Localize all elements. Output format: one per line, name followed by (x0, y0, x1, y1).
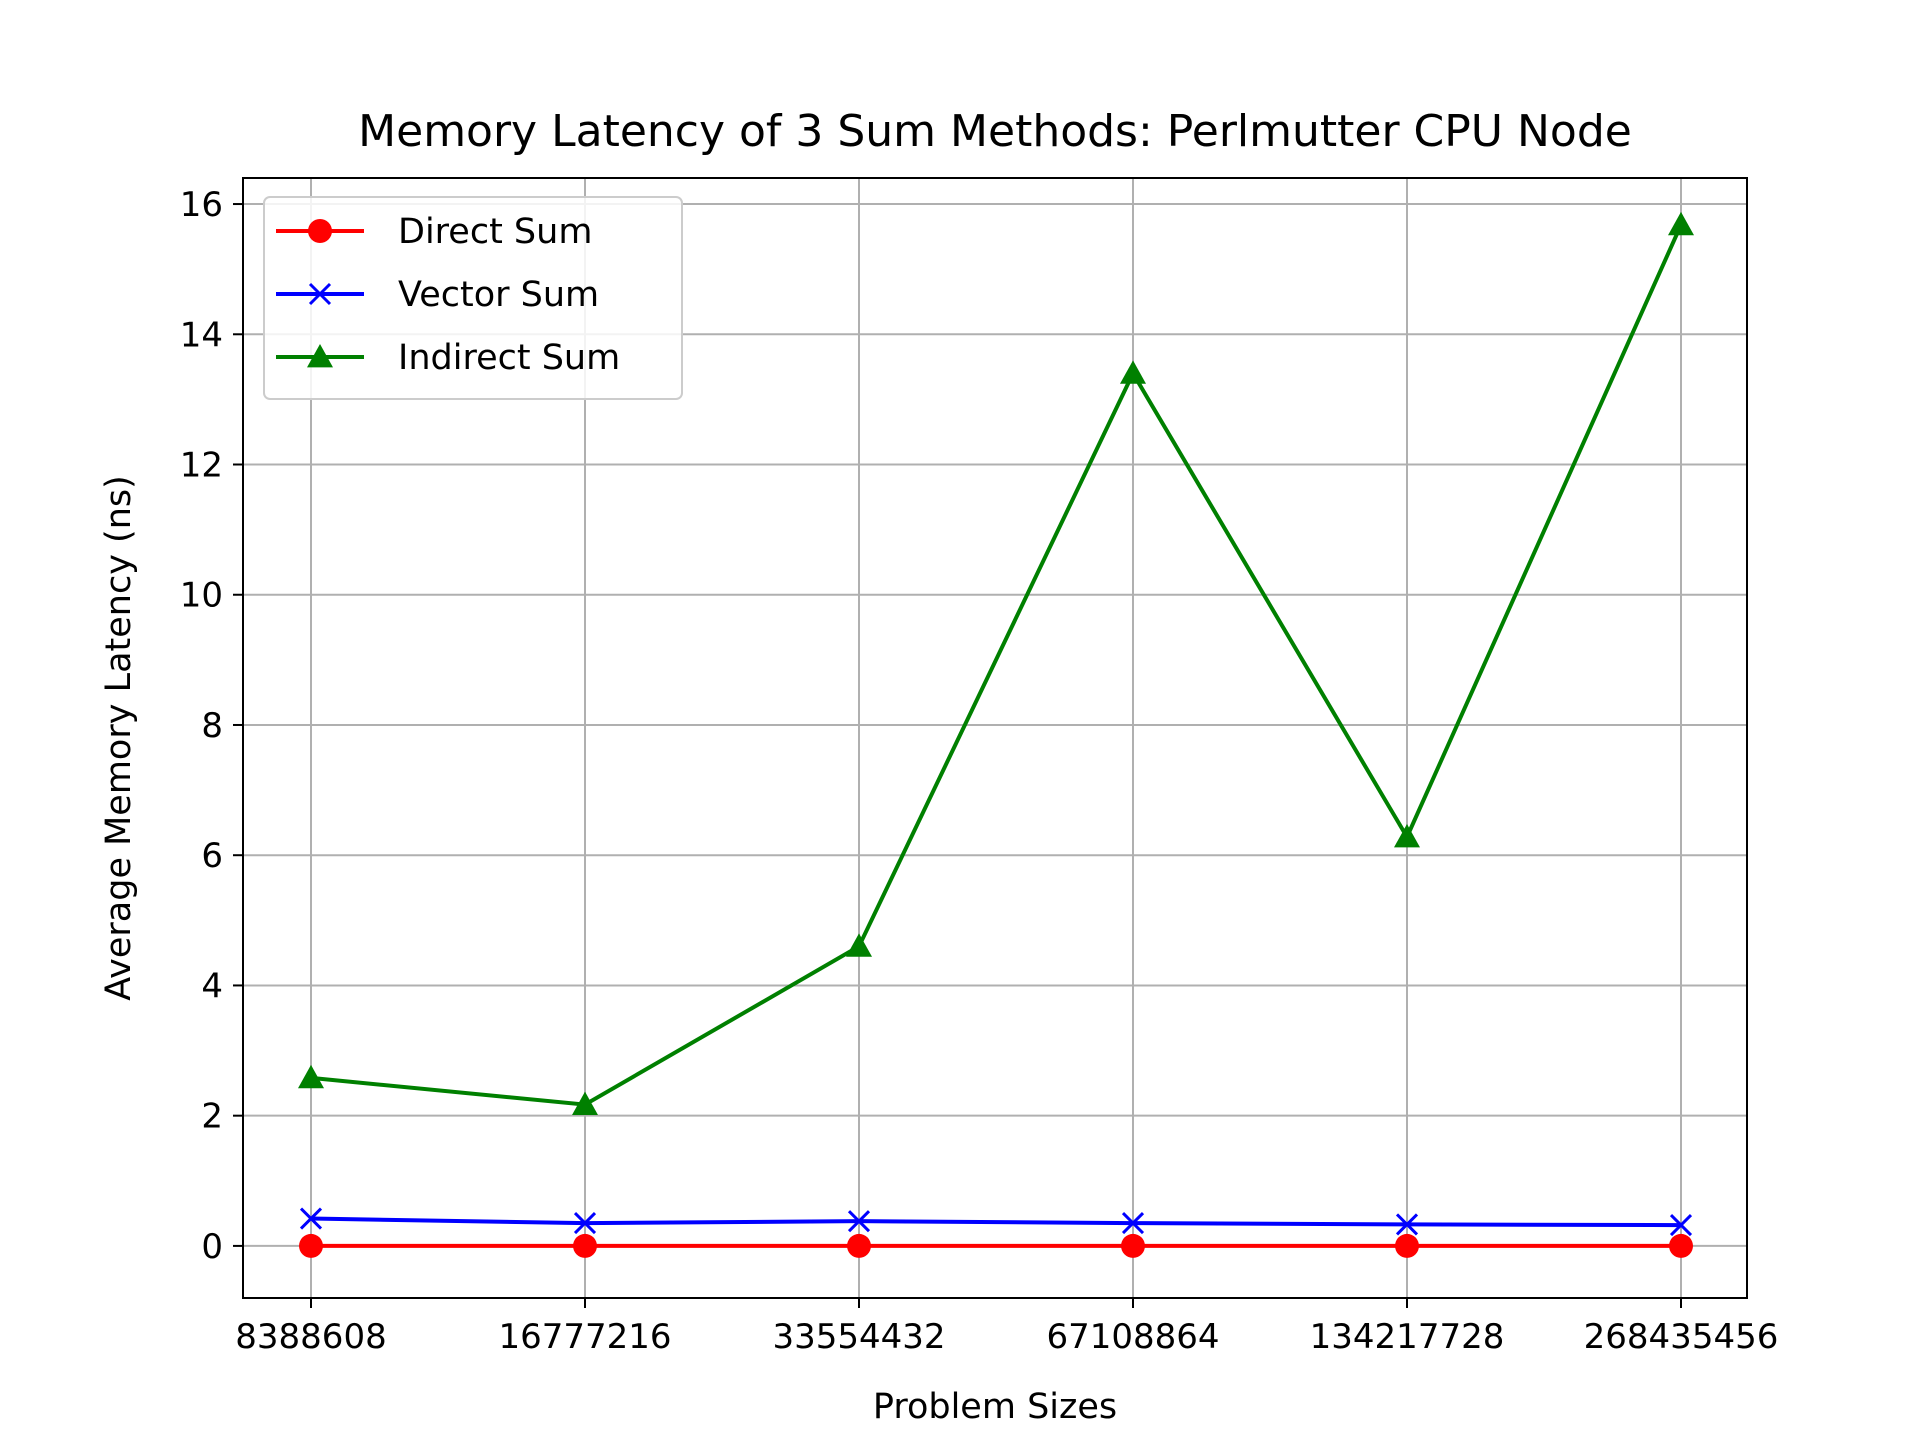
marker-stroke (1121, 1212, 1145, 1235)
series-line-indirect-sum (310, 224, 1683, 1107)
marker-stroke (1395, 1213, 1419, 1236)
legend: Direct Sum Vector Sum Indirect Sum (263, 196, 683, 400)
x-tick-label: 33554432 (772, 1317, 945, 1357)
axis-ticks: 8388608 16777216 33554432 67108864 134217728… (180, 185, 1779, 1357)
chart-title: Memory Latency of 3 Sum Methods: Perlmut… (358, 106, 1632, 157)
marker-stroke (573, 1212, 597, 1235)
x-tick-label: 8388608 (235, 1317, 386, 1357)
data-point-vector-sum (1121, 1212, 1145, 1235)
legend-box (263, 196, 683, 400)
legend-label: Indirect Sum (398, 338, 620, 378)
data-point-indirect-sum (298, 1064, 324, 1089)
series-group (298, 211, 1694, 1258)
y-tick-label: 14 (180, 315, 223, 355)
y-tick-label: 8 (201, 706, 223, 746)
data-point-direct-sum (847, 1233, 871, 1258)
y-tick-label: 0 (201, 1227, 223, 1267)
data-point-indirect-sum (1394, 823, 1420, 848)
y-tick-label: 4 (201, 966, 223, 1006)
data-point-indirect-sum (846, 933, 872, 957)
series-vector-sum (299, 1207, 1693, 1237)
y-axis-label: Average Memory Latency (ns) (99, 475, 139, 1001)
marker-stroke (847, 1210, 871, 1233)
data-point-indirect-sum (1120, 360, 1146, 384)
legend-marker (307, 344, 333, 368)
marker-stroke (1669, 1214, 1693, 1237)
data-point-direct-sum (1395, 1233, 1419, 1258)
y-tick-label: 10 (180, 576, 223, 616)
data-point-vector-sum (847, 1210, 871, 1233)
legend-marker (308, 219, 332, 243)
legend-item-direct-sum: Direct Sum (276, 212, 592, 252)
x-tick-label: 134217728 (1310, 1317, 1505, 1357)
grid-lines (243, 178, 1747, 1298)
series-direct-sum (299, 1233, 1693, 1258)
series-indirect-sum (298, 211, 1694, 1116)
x-tick-label: 16777216 (498, 1317, 671, 1357)
series-line-vector-sum (310, 1216, 1682, 1228)
marker-stroke (308, 282, 332, 306)
legend-item-indirect-sum: Indirect Sum (276, 338, 620, 378)
y-tick-label: 2 (201, 1097, 223, 1137)
data-point-direct-sum (1669, 1233, 1693, 1258)
data-point-direct-sum (573, 1233, 597, 1258)
plot-frame (242, 177, 1748, 1299)
data-point-vector-sum (1395, 1213, 1419, 1236)
legend-label: Direct Sum (398, 212, 592, 252)
y-tick-label: 16 (180, 185, 223, 225)
x-tick-label: 268435456 (1584, 1317, 1779, 1357)
x-tick-label: 67108864 (1046, 1317, 1219, 1357)
data-point-indirect-sum (572, 1091, 598, 1116)
legend-marker (308, 282, 332, 306)
data-point-vector-sum (573, 1212, 597, 1235)
data-point-vector-sum (1669, 1214, 1693, 1237)
legend-item-vector-sum: Vector Sum (276, 275, 599, 315)
x-axis-label: Problem Sizes (873, 1387, 1117, 1427)
y-tick-label: 6 (201, 836, 223, 876)
data-point-direct-sum (299, 1233, 323, 1258)
legend-label: Vector Sum (398, 275, 599, 315)
data-point-indirect-sum (1668, 211, 1694, 236)
data-point-direct-sum (1121, 1233, 1145, 1258)
y-tick-label: 12 (180, 446, 223, 486)
marker-stroke (299, 1207, 323, 1230)
data-point-vector-sum (299, 1207, 323, 1230)
